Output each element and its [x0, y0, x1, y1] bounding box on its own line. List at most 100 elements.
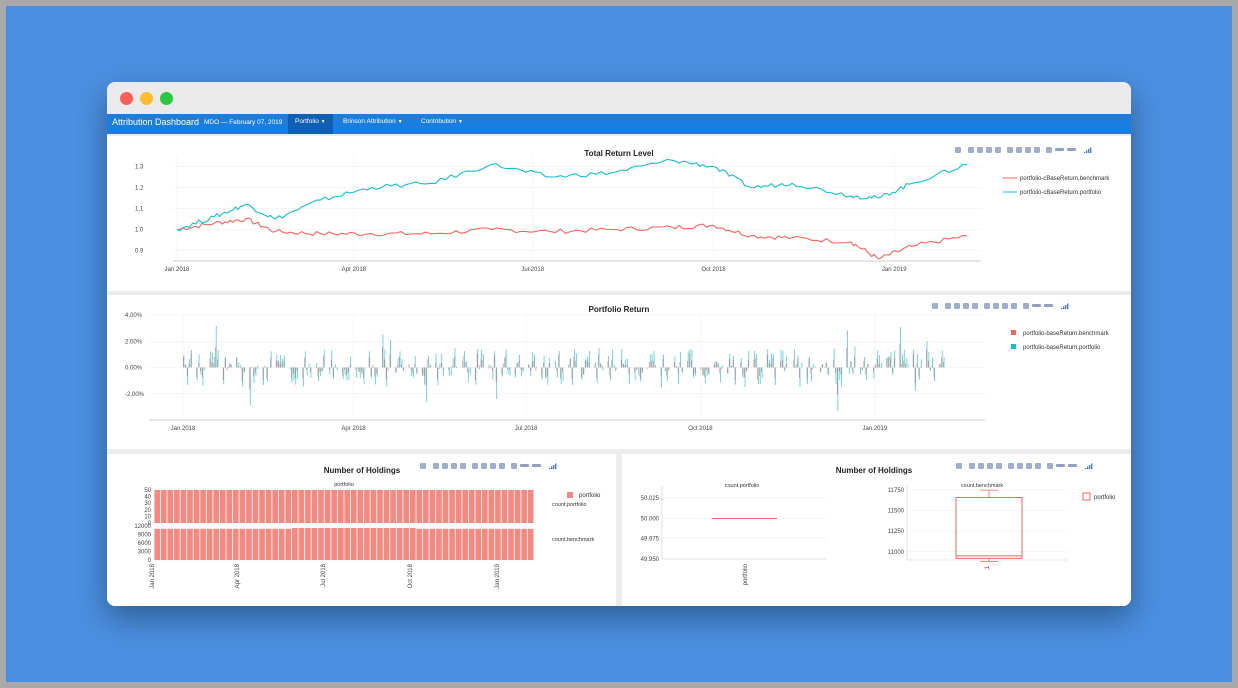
lasso-icon[interactable] — [995, 147, 1001, 153]
benchmark-count-bar — [514, 528, 521, 560]
legend-portfolio[interactable]: portfolio — [1094, 495, 1116, 501]
lasso-icon[interactable] — [996, 463, 1002, 469]
home-icon[interactable] — [499, 463, 505, 469]
logo-icon[interactable] — [555, 463, 557, 470]
close-window-button[interactable] — [120, 92, 133, 105]
portfolio-return-bar — [733, 355, 734, 368]
logo-icon[interactable] — [551, 466, 553, 470]
logo-icon[interactable] — [553, 465, 555, 469]
logo-icon[interactable] — [1085, 468, 1087, 469]
portfolio-return-bar — [411, 367, 412, 377]
hover-closest-icon[interactable] — [1056, 464, 1065, 467]
autoscale-icon[interactable] — [1026, 463, 1032, 469]
autoscale-icon[interactable] — [1025, 147, 1031, 153]
benchmark-count-bar — [318, 527, 324, 560]
camera-icon[interactable] — [420, 463, 426, 469]
zoom-icon[interactable] — [968, 147, 974, 153]
portfolio-count-bar — [272, 490, 278, 523]
legend-portfolio[interactable]: portfolio-baseReturn.portfolio — [1023, 345, 1101, 351]
logo-icon[interactable] — [1061, 308, 1063, 309]
portfolio-return-bar — [839, 367, 841, 381]
legend-benchmark[interactable]: portfolio-baseReturn.benchmark — [1023, 331, 1110, 337]
benchmark-return-bar — [476, 353, 478, 368]
logo-icon[interactable] — [1084, 152, 1086, 153]
portfolio-return-bar — [598, 348, 600, 368]
lasso-icon[interactable] — [460, 463, 466, 469]
hover-compare-icon[interactable] — [1068, 464, 1077, 467]
pan-icon[interactable] — [978, 463, 984, 469]
logo-icon[interactable] — [1089, 465, 1091, 469]
zoom-icon[interactable] — [433, 463, 439, 469]
zoom-icon[interactable] — [945, 303, 951, 309]
logo-icon[interactable] — [1091, 463, 1093, 470]
box-select-icon[interactable] — [987, 463, 993, 469]
y-tick-label: 12000 — [134, 524, 151, 530]
app-brand[interactable]: Attribution Dashboard — [112, 117, 200, 127]
legend-portfolio[interactable]: portfolio-cBaseReturn.portfolio — [1020, 190, 1102, 196]
zoom-out-icon[interactable] — [1016, 147, 1022, 153]
pan-icon[interactable] — [442, 463, 448, 469]
portfolio-return-bar — [509, 367, 511, 376]
zoom-in-icon[interactable] — [1008, 463, 1014, 469]
autoscale-icon[interactable] — [490, 463, 496, 469]
zoom-out-icon[interactable] — [993, 303, 999, 309]
camera-icon[interactable] — [932, 303, 938, 309]
pan-icon[interactable] — [954, 303, 960, 309]
hover-closest-icon[interactable] — [520, 464, 529, 467]
chart-toolbar — [420, 463, 557, 470]
home-icon[interactable] — [1011, 303, 1017, 309]
nav-contribution[interactable]: Contribution ▼ — [421, 118, 463, 125]
logo-icon[interactable] — [1090, 147, 1092, 154]
logo-icon[interactable] — [1086, 150, 1088, 154]
logo-icon[interactable] — [1063, 306, 1065, 310]
portfolio-return-panel: Portfolio Return 4.00% 2.00% 0.00% -2.00% Ja… — [107, 295, 1131, 449]
logo-icon[interactable] — [1065, 305, 1067, 309]
home-icon[interactable] — [1035, 463, 1041, 469]
legend-swatch-portfolio — [1011, 344, 1016, 349]
legend-benchmark[interactable]: portfolio-cBaseReturn.benchmark — [1020, 176, 1110, 182]
camera-icon[interactable] — [955, 147, 961, 153]
portfolio-return-bar — [847, 330, 848, 368]
box-select-icon[interactable] — [963, 303, 969, 309]
benchmark-return-bar — [198, 362, 199, 368]
portfolio-return-bar — [329, 367, 331, 375]
hover-compare-icon[interactable] — [1044, 304, 1053, 307]
logo-icon[interactable] — [1067, 303, 1069, 310]
maximize-window-button[interactable] — [160, 92, 173, 105]
box-select-icon[interactable] — [451, 463, 457, 469]
pan-icon[interactable] — [977, 147, 983, 153]
benchmark-return-bar — [581, 367, 582, 378]
zoom-in-icon[interactable] — [472, 463, 478, 469]
spike-icon[interactable] — [1046, 147, 1052, 153]
autoscale-icon[interactable] — [1002, 303, 1008, 309]
portfolio-return-bar — [346, 367, 348, 381]
home-icon[interactable] — [1034, 147, 1040, 153]
benchmark-return-bar — [901, 363, 903, 368]
spike-icon[interactable] — [511, 463, 517, 469]
hover-closest-icon[interactable] — [1032, 304, 1041, 307]
lasso-icon[interactable] — [972, 303, 978, 309]
spike-icon[interactable] — [1047, 463, 1053, 469]
benchmark-count-bar — [206, 528, 213, 560]
nav-brinson-attribution[interactable]: Brinson Attribution ▼ — [343, 118, 403, 125]
zoom-in-icon[interactable] — [984, 303, 990, 309]
zoom-icon[interactable] — [969, 463, 975, 469]
zoom-out-icon[interactable] — [481, 463, 487, 469]
zoom-out-icon[interactable] — [1017, 463, 1023, 469]
hover-closest-icon[interactable] — [1055, 148, 1064, 151]
zoom-in-icon[interactable] — [1007, 147, 1013, 153]
benchmark-return-bar — [332, 367, 334, 378]
portfolio-return-bar — [416, 367, 418, 375]
logo-icon[interactable] — [1087, 466, 1089, 470]
nav-portfolio[interactable]: Portfolio ▼ — [288, 114, 333, 134]
logo-icon[interactable] — [1088, 149, 1090, 153]
camera-icon[interactable] — [956, 463, 962, 469]
hover-compare-icon[interactable] — [532, 464, 541, 467]
spike-icon[interactable] — [1023, 303, 1029, 309]
hover-compare-icon[interactable] — [1067, 148, 1076, 151]
benchmark-return-bar — [636, 367, 637, 370]
logo-icon[interactable] — [549, 468, 551, 469]
minimize-window-button[interactable] — [140, 92, 153, 105]
box-select-icon[interactable] — [986, 147, 992, 153]
legend-portfolio[interactable]: portfolio — [579, 493, 601, 499]
